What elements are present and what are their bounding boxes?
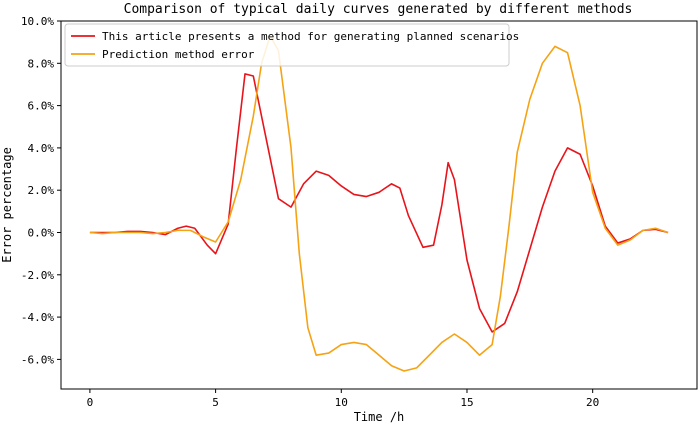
x-tick-label: 10 <box>335 396 348 409</box>
x-tick-label: 20 <box>586 396 599 409</box>
y-tick-label: 0.0% <box>28 226 55 239</box>
series-line-1 <box>89 73 669 333</box>
x-axis: 0 5 10 15 20 <box>87 389 599 409</box>
x-tick-label: 15 <box>460 396 473 409</box>
y-tick-label: 6.0% <box>28 100 55 113</box>
legend-box <box>64 23 510 67</box>
x-axis-label: Time /h <box>354 410 405 424</box>
y-axis: -6.0% -4.0% -2.0% 0.0% 2.0% 4.0% 6.0% 8.0% 10.0% <box>21 15 61 366</box>
y-tick-label: -4.0% <box>21 311 54 324</box>
x-tick-label: 5 <box>212 396 219 409</box>
y-tick-label: 10.0% <box>21 15 54 28</box>
plot-area <box>89 34 669 372</box>
x-tick-label: 0 <box>87 396 94 409</box>
y-tick-label: -6.0% <box>21 353 54 366</box>
y-axis-label: Error percentage <box>0 147 14 263</box>
series-line-2 <box>89 34 669 372</box>
plot-frame <box>60 20 698 390</box>
legend-label-1: This article presents a method for gener… <box>102 30 519 43</box>
y-tick-label: 4.0% <box>28 142 55 155</box>
y-tick-label: 2.0% <box>28 184 55 197</box>
y-tick-label: -2.0% <box>21 269 54 282</box>
legend: This article presents a method for gener… <box>64 23 519 67</box>
legend-label-2: Prediction method error <box>102 48 255 61</box>
y-tick-label: 8.0% <box>28 57 55 70</box>
chart-title: Comparison of typical daily curves gener… <box>124 2 633 17</box>
